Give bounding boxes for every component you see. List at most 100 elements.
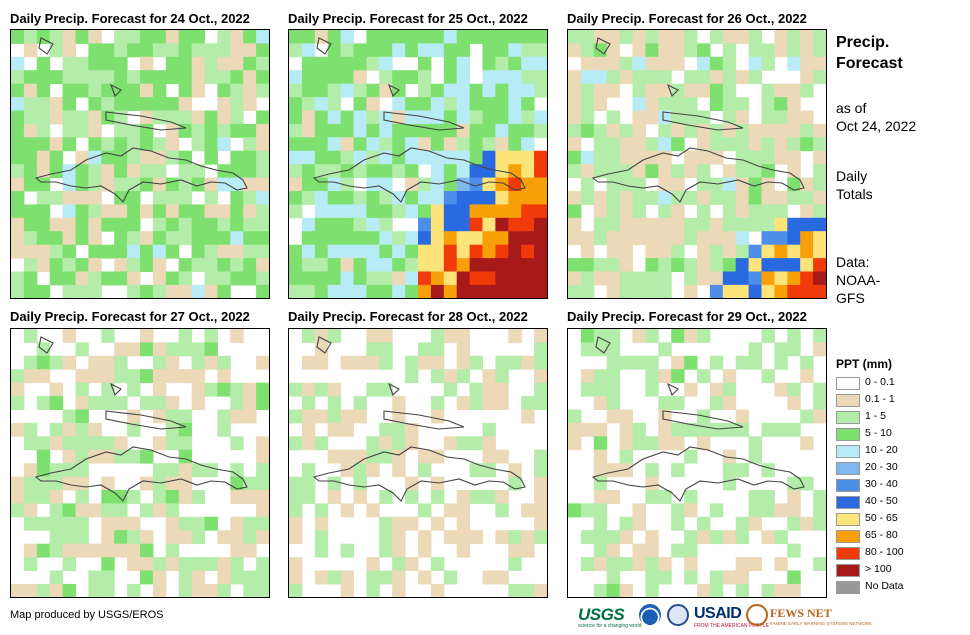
raster-cell bbox=[671, 244, 685, 259]
raster-cell bbox=[697, 83, 711, 98]
raster-cell bbox=[508, 530, 522, 545]
raster-cell bbox=[645, 150, 659, 165]
raster-cell bbox=[36, 284, 51, 298]
raster-cell bbox=[580, 557, 595, 571]
raster-cell bbox=[191, 369, 205, 384]
raster-cell bbox=[456, 543, 471, 558]
raster-cell bbox=[709, 191, 724, 205]
raster-cell bbox=[813, 137, 826, 152]
raster-cell bbox=[619, 164, 633, 179]
raster-cell bbox=[140, 244, 154, 259]
raster-cell bbox=[152, 463, 167, 478]
raster-cell bbox=[75, 503, 89, 518]
raster-cell bbox=[243, 217, 257, 232]
raster-cell bbox=[62, 70, 76, 85]
raster-cell bbox=[140, 284, 154, 298]
raster-cell bbox=[36, 583, 51, 597]
raster-cell bbox=[327, 177, 342, 192]
raster-cell bbox=[684, 191, 698, 205]
raster-cell bbox=[353, 355, 367, 370]
raster-cell bbox=[243, 191, 257, 205]
raster-cell bbox=[127, 83, 141, 98]
raster-cell bbox=[152, 191, 167, 205]
raster-cell bbox=[568, 43, 582, 58]
raster-cell bbox=[722, 258, 737, 272]
raster-cell bbox=[521, 583, 535, 597]
map-panel-29oct bbox=[567, 328, 827, 598]
raster-cell bbox=[508, 271, 522, 286]
raster-cell bbox=[482, 56, 496, 71]
raster-cell bbox=[405, 164, 419, 179]
raster-cell bbox=[301, 164, 316, 179]
raster-cell bbox=[23, 369, 38, 384]
raster-cell bbox=[456, 177, 471, 192]
raster-cell bbox=[327, 70, 342, 85]
raster-cell bbox=[23, 123, 38, 138]
raster-cell bbox=[508, 217, 522, 232]
raster-cell bbox=[366, 463, 380, 478]
raster-cell bbox=[521, 30, 535, 44]
raster-cell bbox=[521, 355, 535, 370]
raster-cell bbox=[495, 382, 509, 397]
raster-cell bbox=[23, 30, 38, 44]
map-panel-26oct bbox=[567, 29, 827, 299]
raster-cell bbox=[62, 30, 76, 44]
raster-cell bbox=[671, 56, 685, 71]
raster-cell bbox=[243, 382, 257, 397]
raster-cell bbox=[568, 436, 582, 451]
raster-cell bbox=[217, 204, 231, 219]
raster-cell bbox=[748, 557, 762, 571]
raster-cell bbox=[217, 231, 231, 246]
raster-cell bbox=[11, 503, 25, 518]
raster-cell bbox=[11, 476, 25, 491]
raster-cell bbox=[23, 503, 38, 518]
raster-cell bbox=[340, 43, 354, 58]
raster-cell bbox=[508, 110, 522, 125]
raster-cell bbox=[301, 476, 316, 491]
raster-cell bbox=[165, 271, 180, 286]
raster-cell bbox=[314, 543, 329, 558]
raster-cell bbox=[301, 30, 316, 44]
raster-cell bbox=[289, 43, 303, 58]
raster-cell bbox=[379, 329, 393, 343]
raster-cell bbox=[482, 123, 496, 138]
raster-cell bbox=[508, 137, 522, 152]
raster-cell bbox=[632, 164, 646, 179]
raster-cell bbox=[101, 436, 115, 451]
raster-cell bbox=[709, 137, 724, 152]
raster-cell bbox=[152, 150, 167, 165]
raster-cell bbox=[645, 355, 659, 370]
raster-cell bbox=[230, 516, 244, 531]
raster-cell bbox=[165, 284, 180, 298]
raster-cell bbox=[443, 503, 458, 518]
raster-cell bbox=[36, 231, 51, 246]
raster-cell bbox=[127, 150, 141, 165]
raster-cell bbox=[289, 244, 303, 259]
raster-cell bbox=[606, 329, 621, 343]
raster-cell bbox=[75, 30, 89, 44]
raster-cell bbox=[606, 217, 621, 232]
raster-cell bbox=[230, 271, 244, 286]
raster-cell bbox=[405, 369, 419, 384]
raster-cell bbox=[353, 70, 367, 85]
raster-cell bbox=[671, 543, 685, 558]
raster-cell bbox=[191, 342, 205, 357]
raster-cell bbox=[114, 503, 128, 518]
raster-cell bbox=[709, 382, 724, 397]
raster-cell bbox=[593, 43, 608, 58]
raster-cell bbox=[456, 70, 471, 85]
raster-cell bbox=[534, 583, 547, 597]
legend-label: 1 - 5 bbox=[865, 410, 887, 422]
raster-cell bbox=[101, 449, 115, 464]
raster-cell bbox=[289, 530, 303, 545]
raster-cell bbox=[534, 191, 547, 205]
raster-cell bbox=[684, 83, 698, 98]
raster-cell bbox=[469, 164, 483, 179]
raster-cell bbox=[632, 422, 646, 437]
legend-swatch bbox=[836, 513, 860, 526]
raster-cell bbox=[722, 30, 737, 44]
raster-cell bbox=[456, 503, 471, 518]
raster-cell bbox=[697, 150, 711, 165]
raster-cell bbox=[165, 217, 180, 232]
raster-cell bbox=[418, 244, 432, 259]
